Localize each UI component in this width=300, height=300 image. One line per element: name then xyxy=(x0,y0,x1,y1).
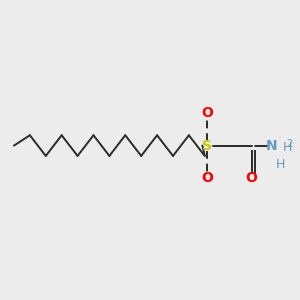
Text: 2: 2 xyxy=(286,139,293,149)
Text: O: O xyxy=(246,171,257,185)
Text: H: H xyxy=(275,158,285,171)
Text: O: O xyxy=(202,106,213,120)
Text: O: O xyxy=(202,171,213,185)
Text: S: S xyxy=(202,139,212,153)
Text: N: N xyxy=(266,139,277,153)
Text: H: H xyxy=(283,141,292,154)
